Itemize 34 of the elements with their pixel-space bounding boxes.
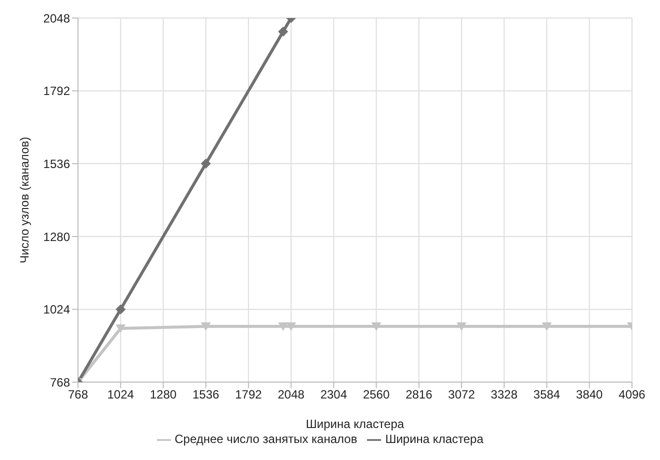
legend-label: Ширина кластера — [385, 432, 484, 446]
x-tick-label: 3328 — [490, 388, 518, 402]
x-tick-label: 3584 — [533, 388, 560, 402]
x-tick-label: 1280 — [150, 388, 177, 402]
point — [286, 322, 296, 331]
x-tick-label: 768 — [68, 388, 88, 402]
y-tick-label: 1280 — [43, 230, 70, 244]
point — [278, 26, 288, 37]
legend-label: Среднее число занятых каналов — [174, 432, 358, 446]
x-tick-label: 4096 — [618, 388, 646, 402]
point — [200, 158, 211, 169]
y-tick-label: 2048 — [43, 11, 70, 26]
x-tick-label: 2304 — [320, 388, 348, 402]
y-tick-label: 1536 — [43, 156, 70, 171]
y-tick-label: 1024 — [43, 302, 70, 317]
point — [278, 322, 288, 331]
x-tick-label: 1024 — [107, 388, 134, 402]
x-tick-label: 1536 — [192, 388, 220, 402]
x-axis-title: Ширина кластера — [306, 417, 404, 432]
y-axis-title: Число узлов (каналов) — [17, 136, 32, 264]
x-tick-label: 3072 — [448, 388, 476, 402]
x-tick-label: 3840 — [576, 388, 604, 402]
point — [200, 322, 211, 331]
point — [116, 324, 126, 333]
x-tick-label: 1792 — [235, 388, 262, 402]
point — [542, 322, 552, 331]
x-tick-label: 2816 — [406, 388, 433, 402]
point — [456, 322, 467, 331]
x-tick-label: 2048 — [278, 388, 305, 402]
point — [371, 322, 382, 331]
y-tick-label: 1792 — [43, 84, 70, 98]
x-tick-label: 2560 — [362, 388, 390, 402]
point — [116, 304, 126, 314]
y-tick-label: 768 — [50, 375, 70, 390]
